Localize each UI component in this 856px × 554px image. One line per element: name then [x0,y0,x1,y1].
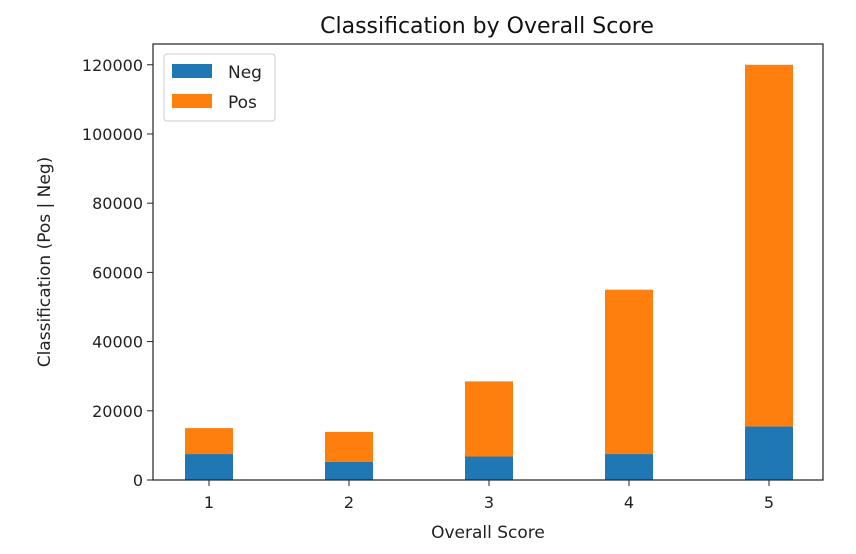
y-tick-label: 100000 [82,125,143,144]
bar-neg-4 [605,454,653,480]
bar-neg-1 [185,454,233,480]
x-tick-label: 4 [624,493,634,512]
y-tick-label: 0 [133,471,143,490]
x-tick-label: 5 [764,493,774,512]
y-tick-label: 60000 [92,263,143,282]
chart-title: Classification by Overall Score [320,14,654,39]
legend: Neg Pos [163,53,276,122]
legend-swatch-pos [172,94,212,108]
bar-pos-5 [745,64,793,427]
y-tick-label: 40000 [92,333,143,352]
bar-neg-2 [325,462,373,480]
bar-pos-2 [325,431,373,463]
bar-pos-1 [185,428,233,455]
x-tick-label: 1 [204,493,214,512]
y-tick-label: 120000 [82,56,143,75]
y-axis: 0 20000 40000 60000 80000 100000 120000 [82,56,153,490]
plot-frame [152,43,824,481]
y-tick-label: 20000 [92,402,143,421]
x-tick-label: 3 [484,493,494,512]
x-axis: 1 2 3 4 5 [204,480,774,512]
bar-pos-4 [605,289,653,455]
y-tick-label: 80000 [92,194,143,213]
legend-label-pos: Pos [228,93,257,113]
bar-neg-5 [745,426,793,480]
x-axis-label: Overall Score [431,523,545,543]
bar-pos-3 [465,381,513,457]
legend-swatch-neg [172,64,212,78]
legend-label-neg: Neg [228,63,262,83]
bar-neg-3 [465,456,513,480]
y-axis-label: Classification (Pos | Neg) [35,157,55,368]
x-tick-label: 2 [344,493,354,512]
plot-area [185,64,793,480]
